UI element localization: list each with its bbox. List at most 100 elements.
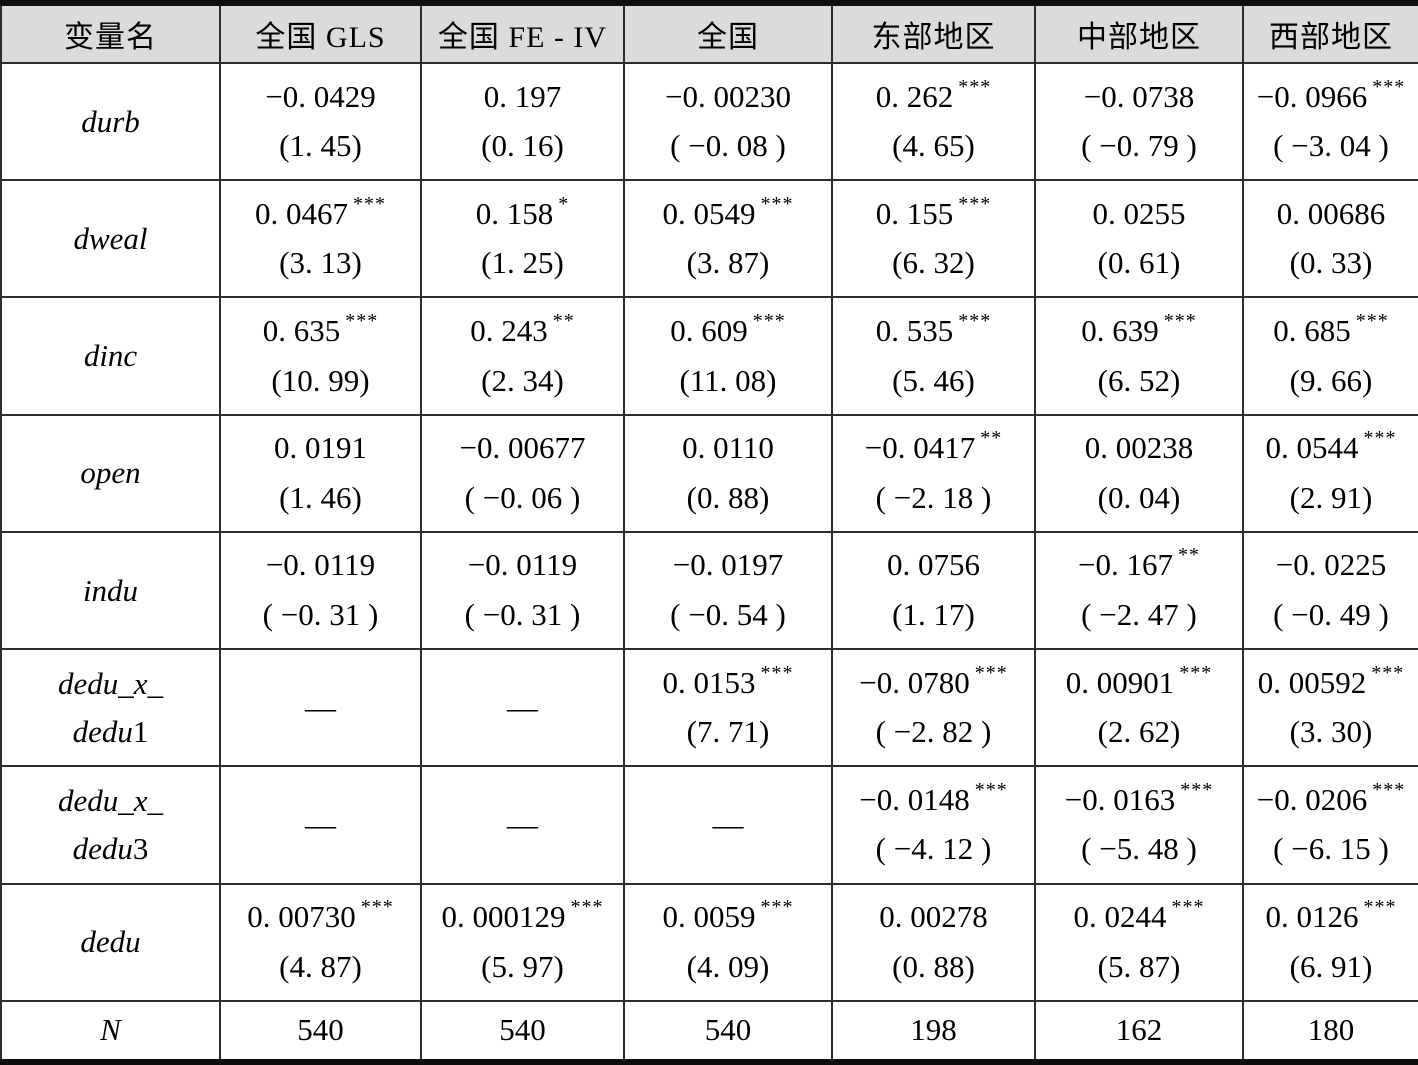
estimate-cell: 0. 609 *** (11. 08) xyxy=(623,296,833,416)
estimate-cell: 0. 0549 *** (3. 87) xyxy=(623,179,833,299)
significance-stars: *** xyxy=(760,192,794,215)
observations-value-cell: 540 xyxy=(623,999,833,1064)
significance-stars: *** xyxy=(1163,310,1197,332)
table-row: open 0. 0191 (1. 46) −0. 00677 ( −0. 06 ) 0. … xyxy=(0,413,1418,533)
significance-stars: ** xyxy=(1177,544,1200,567)
significance-stars: *** xyxy=(360,896,394,919)
estimate-cell: −0. 00230 ( −0. 08 ) xyxy=(623,61,833,182)
table-row: dedu_x_ dedu1 — — 0. 0153 *** (7. 71) −0. 0780 *… xyxy=(0,648,1418,768)
variable-label: dedu_x_ xyxy=(57,783,164,819)
observations-row: N 540 540 540 198 162 180 xyxy=(0,999,1418,1064)
t-statistic: (0. 61) xyxy=(1097,245,1181,281)
estimate-cell: 0. 0244 *** (5. 87) xyxy=(1034,882,1244,1002)
estimate-cell: −0. 0780 *** ( −2. 82 ) xyxy=(831,648,1036,768)
estimate-cell: 0. 639 *** (6. 52) xyxy=(1034,296,1244,416)
estimate-cell: 0. 00592 *** (3. 30) xyxy=(1242,648,1418,768)
t-statistic: (5. 97) xyxy=(481,948,564,984)
estimate-cell: −0. 0738 ( −0. 79 ) xyxy=(1034,61,1244,182)
coefficient-value: 0. 0126 *** xyxy=(1265,896,1397,935)
column-header-national: 全国 xyxy=(623,2,833,64)
variable-label: durb xyxy=(81,103,140,139)
estimate-cell: −0. 0429 (1. 45) xyxy=(219,61,422,182)
coefficient-value: −0. 0119 xyxy=(467,547,578,583)
coefficient-value: −0. 0738 xyxy=(1083,78,1195,114)
estimate-cell: −0. 0206 *** ( −6. 15 ) xyxy=(1242,765,1418,885)
significance-stars: *** xyxy=(1371,661,1405,684)
significance-stars: *** xyxy=(353,192,386,215)
coefficient-value: 0. 000129 *** xyxy=(441,896,604,935)
column-header-eastern-region: 东部地区 xyxy=(831,2,1036,64)
table-header: 变量名 全国 GLS 全国 FE - IV 全国 东部地区 中部地区 西部地区 xyxy=(0,2,1418,64)
estimate-cell: −0. 0417 ** ( −2. 18 ) xyxy=(831,413,1036,533)
variable-label-cell: dedu_x_ dedu1 xyxy=(0,648,221,768)
coefficient-value: −0. 0197 xyxy=(672,547,784,583)
t-statistic: (11. 08) xyxy=(679,362,777,398)
estimate-cell: 0. 262 *** (4. 65) xyxy=(831,61,1036,182)
t-statistic: ( −0. 54 ) xyxy=(670,596,786,632)
t-statistic: ( −2. 47 ) xyxy=(1081,596,1197,632)
coefficient-value: 0. 0549 *** xyxy=(662,192,794,231)
estimate-cell: −0. 0197 ( −0. 54 ) xyxy=(623,530,833,651)
estimate-cell: 0. 155 *** (6. 32) xyxy=(831,179,1036,299)
em-dash: — xyxy=(305,806,336,842)
t-statistic: (4. 65) xyxy=(892,128,975,164)
observations-value-cell: 162 xyxy=(1034,999,1244,1064)
variable-label-cell: open xyxy=(0,413,221,533)
coefficient-value: −0. 0417 ** xyxy=(864,427,1003,466)
t-statistic: ( −0. 49 ) xyxy=(1273,596,1389,632)
t-statistic: (6. 91) xyxy=(1289,948,1373,984)
estimate-cell: −0. 0148 *** ( −4. 12 ) xyxy=(831,765,1036,885)
estimate-cell: 0. 158 * (1. 25) xyxy=(420,179,625,299)
t-statistic: (9. 66) xyxy=(1289,362,1373,398)
estimate-cell: −0. 0163 *** ( −5. 48 ) xyxy=(1034,765,1244,885)
coefficient-value: 0. 0255 xyxy=(1092,195,1186,231)
table-row: dedu 0. 00730 *** (4. 87) 0. 000129 *** (5. 97… xyxy=(0,882,1418,1002)
significance-stars: *** xyxy=(958,75,992,98)
t-statistic: (7. 71) xyxy=(686,714,770,750)
em-dash: — xyxy=(712,806,744,842)
coefficient-value: −0. 00677 xyxy=(459,430,586,466)
coefficient-value: 0. 197 xyxy=(483,78,562,114)
coefficient-value: 0. 0244 *** xyxy=(1073,896,1205,935)
empty-cell: — xyxy=(420,648,625,768)
significance-stars: *** xyxy=(1179,661,1213,684)
coefficient-value: 0. 158 * xyxy=(475,192,570,231)
t-statistic: ( −4. 12 ) xyxy=(875,831,992,867)
t-statistic: ( −5. 48 ) xyxy=(1081,831,1197,867)
observations-value-cell: 540 xyxy=(420,999,625,1064)
significance-stars: ** xyxy=(980,427,1003,450)
table-body: durb −0. 0429 (1. 45) 0. 197 (0. 16) −0. 0023… xyxy=(0,61,1418,1064)
t-statistic: (2. 62) xyxy=(1097,714,1181,750)
coefficient-value: 0. 0153 *** xyxy=(662,661,794,700)
t-statistic: (1. 46) xyxy=(279,479,362,515)
significance-stars: *** xyxy=(570,896,604,919)
t-statistic: (0. 88) xyxy=(892,948,975,984)
t-statistic: ( −6. 15 ) xyxy=(1273,831,1389,867)
table-row: indu −0. 0119 ( −0. 31 ) −0. 0119 ( −0. 31 )… xyxy=(0,530,1418,651)
table-row: dedu_x_ dedu3— — — −0. 0148 ***( −4. 12 ) −0. … xyxy=(0,765,1418,885)
t-statistic: (2. 91) xyxy=(1289,479,1373,515)
t-statistic: (0. 88) xyxy=(686,479,770,515)
t-statistic: ( −2. 82 ) xyxy=(875,714,992,750)
coefficient-value: 0. 639 *** xyxy=(1081,310,1197,348)
em-dash: — xyxy=(305,689,336,725)
coefficient-value: 0. 00238 xyxy=(1084,430,1194,466)
empty-cell: — xyxy=(219,765,422,885)
t-statistic: (5. 87) xyxy=(1097,948,1181,984)
observations-value-cell: 198 xyxy=(831,999,1036,1064)
estimate-cell: 0. 00238 (0. 04) xyxy=(1034,413,1244,533)
table-row: dweal 0. 0467 *** (3. 13) 0. 158 * (1. 25) 0. 0… xyxy=(0,179,1418,299)
coefficient-value: 0. 609 *** xyxy=(670,310,786,348)
variable-label: dweal xyxy=(73,220,148,256)
estimate-cell: 0. 0191 (1. 46) xyxy=(219,413,422,533)
t-statistic: ( −0. 08 ) xyxy=(670,128,786,164)
coefficient-value: 0. 0191 xyxy=(274,430,367,466)
table-row: durb −0. 0429 (1. 45) 0. 197 (0. 16) −0. 0023… xyxy=(0,61,1418,182)
significance-stars: *** xyxy=(974,661,1008,684)
t-statistic: ( −0. 31 ) xyxy=(262,596,379,632)
t-statistic: (6. 52) xyxy=(1097,362,1181,398)
estimate-cell: 0. 535 *** (5. 46) xyxy=(831,296,1036,416)
coefficient-value: 0. 0467 *** xyxy=(255,192,386,231)
